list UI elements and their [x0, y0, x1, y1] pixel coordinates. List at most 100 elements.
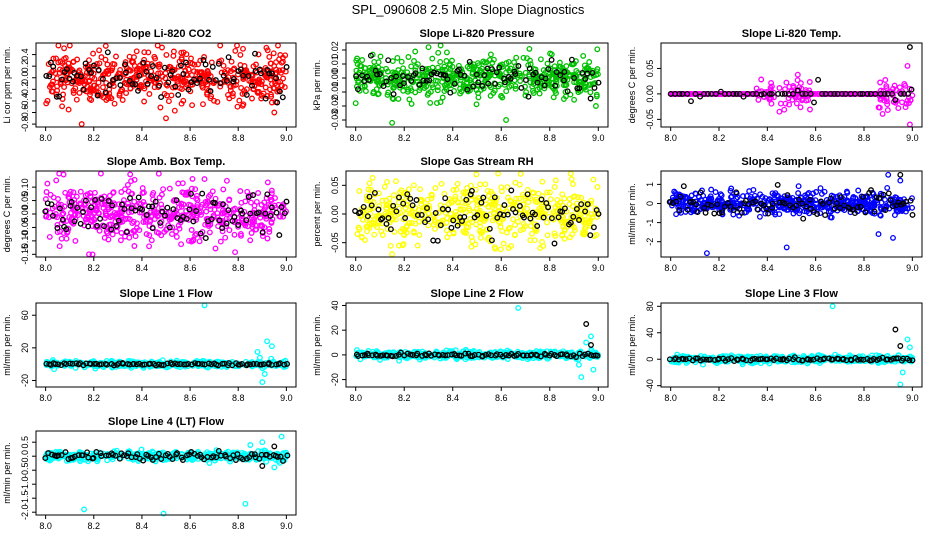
data-point — [889, 90, 895, 97]
data-point — [195, 360, 202, 367]
data-point — [410, 229, 417, 236]
data-point — [55, 204, 62, 211]
data-point — [454, 222, 461, 229]
data-point — [493, 69, 500, 76]
data-point — [506, 224, 513, 231]
data-point — [366, 193, 373, 200]
data-point — [669, 194, 676, 201]
data-point — [268, 70, 275, 77]
data-point — [196, 69, 203, 76]
data-point — [370, 220, 377, 227]
data-point — [61, 84, 68, 91]
data-point — [539, 239, 545, 245]
data-point — [220, 62, 227, 69]
data-point — [199, 190, 206, 197]
data-point — [154, 213, 161, 220]
data-point — [173, 228, 180, 235]
data-point — [202, 235, 209, 242]
data-point — [769, 200, 776, 207]
outlier-point — [425, 44, 432, 51]
data-point — [46, 73, 53, 80]
plot-frame — [660, 170, 923, 258]
data-point — [68, 209, 74, 216]
data-point — [677, 193, 684, 200]
y-tick-label: -2 — [645, 238, 655, 246]
data-point — [885, 190, 892, 197]
data-point — [379, 232, 386, 238]
data-point — [63, 361, 70, 368]
data-point — [90, 87, 97, 94]
data-point — [578, 201, 585, 208]
data-point — [673, 211, 680, 218]
data-point — [49, 81, 56, 88]
data-point — [97, 170, 104, 177]
data-point — [773, 192, 780, 199]
data-point — [582, 208, 589, 215]
data-point — [418, 198, 425, 205]
data-point — [422, 219, 428, 226]
data-point — [541, 82, 548, 89]
data-point — [400, 80, 407, 87]
data-point — [222, 234, 229, 241]
data-point — [56, 243, 63, 250]
data-point — [464, 185, 471, 191]
data-point — [56, 93, 63, 100]
data-point — [66, 42, 73, 49]
data-point — [264, 235, 271, 242]
data-point — [461, 72, 468, 79]
data-point — [178, 241, 185, 248]
data-point — [371, 58, 378, 65]
data-point — [676, 207, 683, 214]
x-tick-label: 8.8 — [232, 393, 245, 403]
data-point — [190, 218, 197, 225]
data-point — [249, 95, 255, 102]
data-point — [590, 72, 597, 79]
y-tick-label: 0.00 — [330, 205, 340, 223]
data-point — [827, 195, 834, 202]
data-point — [727, 187, 734, 194]
data-point — [548, 56, 555, 63]
data-point — [458, 88, 465, 95]
data-point — [179, 180, 186, 187]
data-point — [771, 191, 778, 198]
data-point — [513, 54, 520, 61]
x-tick-label: 8.6 — [495, 263, 508, 273]
data-point — [268, 99, 275, 106]
data-point — [762, 210, 769, 217]
data-point — [158, 232, 165, 239]
data-point — [78, 73, 84, 80]
data-point — [379, 215, 386, 222]
data-point — [158, 191, 165, 198]
data-point — [107, 94, 113, 101]
data-point — [243, 91, 250, 98]
data-point — [567, 353, 574, 360]
data-point — [105, 70, 112, 77]
data-point — [165, 98, 172, 105]
data-point — [92, 196, 99, 203]
data-point — [149, 225, 156, 232]
data-point — [109, 231, 116, 238]
data-point — [883, 85, 890, 92]
x-axis: 8.0 8.2 8.4 8.6 8.8 9.0 — [664, 127, 919, 143]
data-point — [82, 197, 89, 204]
series-2 — [353, 321, 601, 360]
data-point — [522, 77, 529, 84]
data-point — [504, 184, 511, 191]
data-point — [193, 208, 200, 214]
data-point — [721, 203, 728, 210]
panel-title: Slope Li-820 Temp. — [742, 28, 841, 40]
data-point — [172, 360, 178, 367]
data-point — [384, 178, 390, 185]
data-point — [740, 193, 746, 200]
data-point — [103, 90, 110, 97]
data-point — [804, 191, 811, 198]
data-point — [55, 361, 62, 368]
data-point — [257, 214, 264, 221]
data-point — [819, 90, 826, 97]
data-point — [447, 66, 454, 73]
data-point — [264, 191, 271, 198]
data-point — [63, 226, 70, 233]
data-point — [414, 212, 421, 219]
data-point — [390, 91, 397, 98]
outlier-point — [201, 302, 208, 309]
